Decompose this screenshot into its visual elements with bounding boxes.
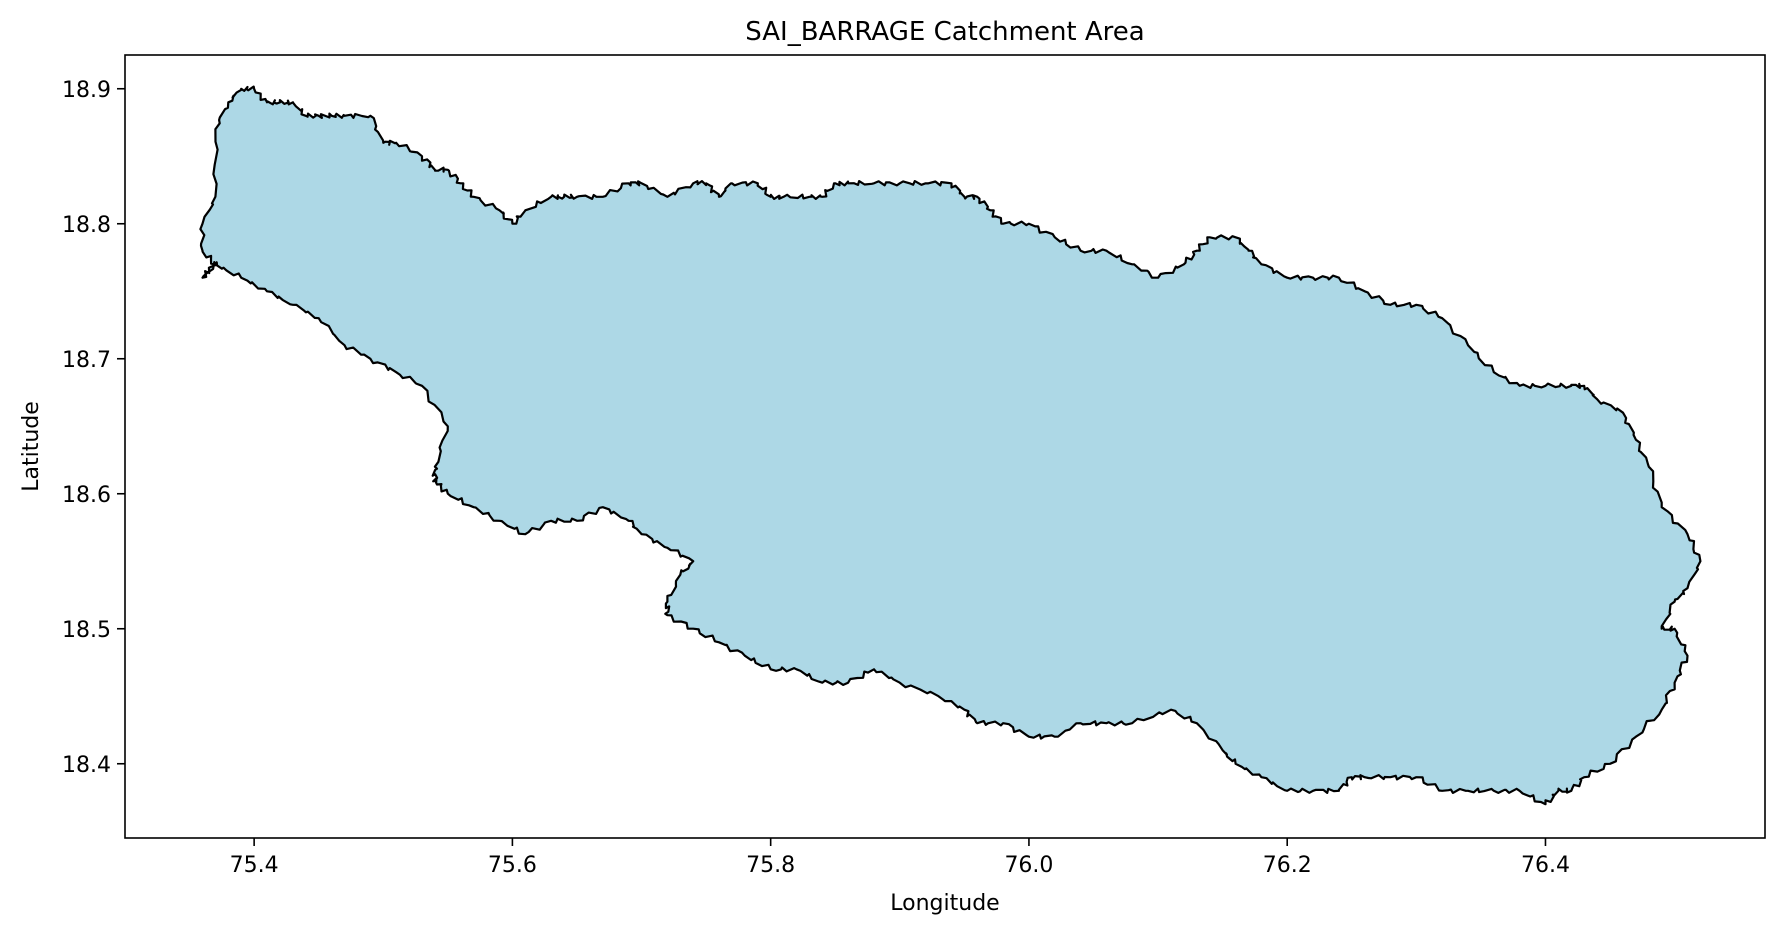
y-axis-title: Latitude xyxy=(19,401,44,492)
y-tick-label: 18.7 xyxy=(62,348,111,373)
y-tick-label: 18.4 xyxy=(62,753,111,778)
x-tick-label: 76.2 xyxy=(1263,853,1312,878)
chart-title: SAI_BARRAGE Catchment Area xyxy=(745,17,1144,47)
x-axis: 75.4 75.6 75.8 76.0 76.2 76.4 xyxy=(230,838,1570,878)
y-axis: 18.4 18.5 18.6 18.7 18.8 18.9 xyxy=(62,78,125,778)
x-tick-label: 75.8 xyxy=(746,853,795,878)
x-tick-label: 75.6 xyxy=(488,853,537,878)
catchment-polygon xyxy=(199,85,1702,806)
data-layer xyxy=(199,85,1702,806)
y-tick-label: 18.5 xyxy=(62,618,111,643)
y-tick-label: 18.9 xyxy=(62,78,111,103)
y-tick-label: 18.8 xyxy=(62,213,111,238)
axes-frame xyxy=(124,54,1766,839)
x-tick-label: 76.0 xyxy=(1004,853,1053,878)
x-tick-label: 75.4 xyxy=(230,853,279,878)
y-tick-label: 18.6 xyxy=(62,483,111,508)
x-tick-label: 76.4 xyxy=(1521,853,1570,878)
x-axis-title: Longitude xyxy=(890,891,999,916)
